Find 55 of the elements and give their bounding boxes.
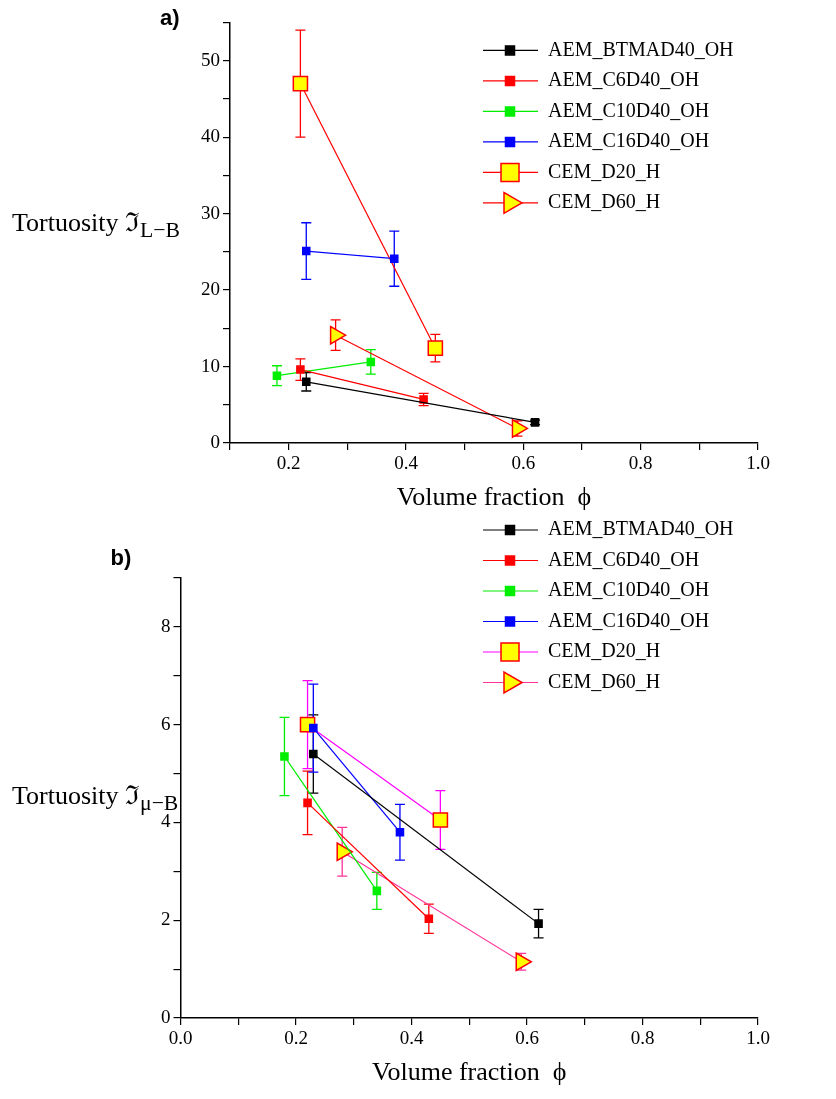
y-tick-label: 10 <box>201 354 220 376</box>
legend-label: CEM_D60_H <box>548 669 661 692</box>
x-tick-label: 0.4 <box>399 1027 424 1049</box>
y-tick-label: 0 <box>210 430 220 452</box>
y-tick-label: 20 <box>201 278 220 300</box>
legend-label: AEM_C16D40_OH <box>548 129 710 152</box>
chart-title: a) <box>160 5 180 31</box>
y-tick-label: 8 <box>161 614 171 636</box>
point <box>432 812 449 828</box>
point <box>309 749 318 759</box>
x-tick-label: 0.8 <box>628 452 653 474</box>
legend-label: AEM_C6D40_OH <box>548 68 700 91</box>
point <box>534 919 543 928</box>
x-axis-title: Volume fraction ϕ <box>396 482 592 512</box>
point <box>301 377 311 387</box>
x-tick-label: 0.6 <box>511 452 536 474</box>
point <box>366 357 376 367</box>
y-tick-label: 40 <box>201 125 220 147</box>
x-tick-label: 0.2 <box>276 452 301 474</box>
legend-label: AEM_C10D40_OH <box>548 98 710 121</box>
point <box>427 340 444 356</box>
chart-title: b) <box>110 545 132 571</box>
y-tick-label: 30 <box>201 201 220 223</box>
legend-label: AEM_BTMAD40_OH <box>548 517 734 540</box>
x-tick-label: 0.6 <box>515 1027 539 1049</box>
point <box>301 246 311 256</box>
point <box>280 752 289 761</box>
point <box>395 827 405 837</box>
y-axis-title: Tortuosity ℑ$_{L−B}$ <box>12 207 180 244</box>
y-tick-label: 0 <box>161 1005 171 1027</box>
point <box>424 914 434 924</box>
point <box>309 723 318 733</box>
x-tick-label: 1.0 <box>746 452 770 474</box>
x-tick-label: 0.2 <box>284 1027 308 1049</box>
x-tick-label: 1.0 <box>746 1027 770 1049</box>
legend-label: CEM_D20_H <box>548 159 661 182</box>
x-tick-label: 0.0 <box>168 1027 193 1049</box>
point <box>296 365 305 374</box>
point <box>372 886 382 896</box>
point <box>292 75 309 92</box>
legend-label: CEM_D20_H <box>548 639 661 662</box>
x-tick-label: 0.4 <box>394 452 419 474</box>
legend-label: CEM_D60_H <box>548 190 661 213</box>
point <box>303 798 312 808</box>
legend-label: AEM_C16D40_OH <box>548 608 710 631</box>
y-tick-label: 6 <box>161 712 171 734</box>
x-axis-title: Volume fraction ϕ <box>372 1057 567 1087</box>
legend-label: AEM_C6D40_OH <box>548 547 700 570</box>
legend-label: AEM_BTMAD40_OH <box>548 37 734 60</box>
y-tick-label: 50 <box>201 48 220 70</box>
y-tick-label: 2 <box>161 908 171 930</box>
point <box>272 371 282 380</box>
point <box>389 254 399 263</box>
legend-label: AEM_C10D40_OH <box>548 578 710 601</box>
x-tick-label: 0.8 <box>630 1027 655 1049</box>
